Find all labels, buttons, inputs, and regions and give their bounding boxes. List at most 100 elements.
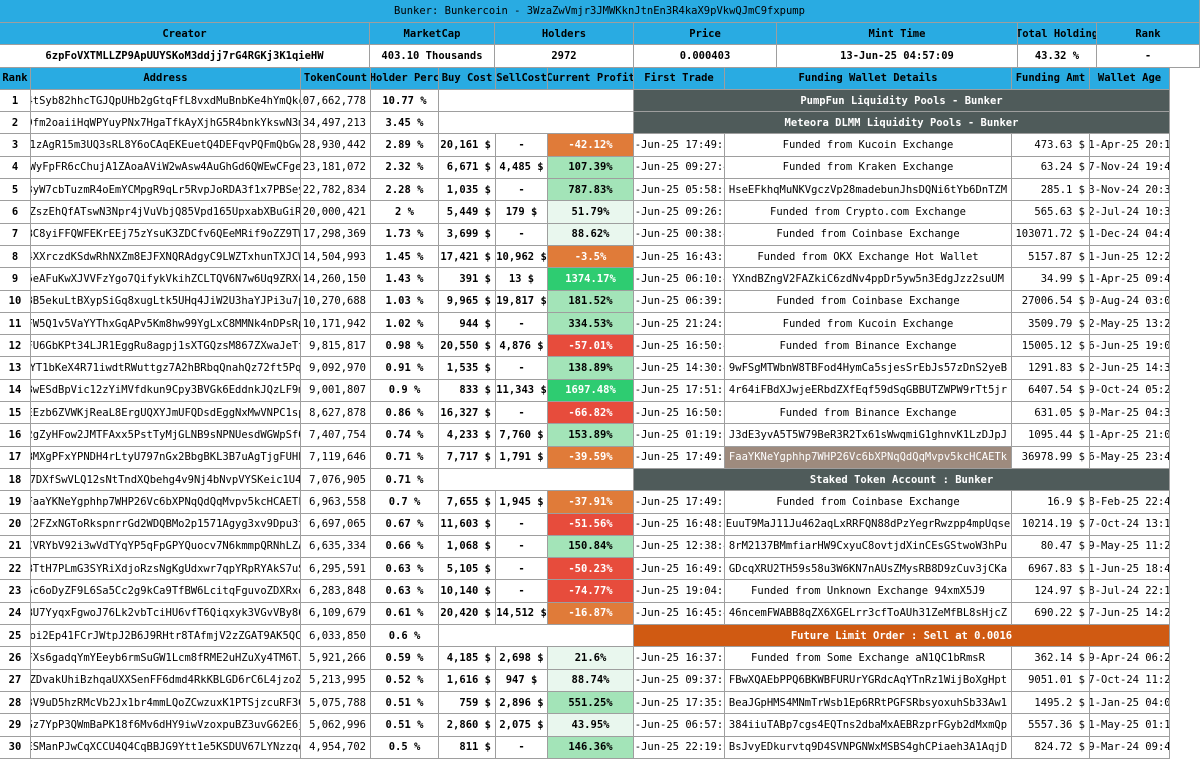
- table-row: 21 CVRYbV92i3wVdTYqYP5qFpGPYQuocv7N6kmmpQ…: [0, 535, 1200, 559]
- info-header-5: Total Holding: [1018, 23, 1097, 46]
- funding-amt-cell: 6967.83 $: [1012, 558, 1090, 581]
- column-header-1: Address: [31, 67, 301, 90]
- sell-cost-cell: -: [496, 580, 548, 603]
- rank-cell: 14: [0, 379, 31, 403]
- wallet-age-cell: 21-Dec-24 04:42: [1090, 223, 1170, 246]
- funding-wallet-cell: Funded from Coinbase Exchange: [725, 290, 1012, 313]
- funding-amt-cell: 124.97 $: [1012, 580, 1090, 603]
- current-profit-cell: -74.77%: [548, 580, 634, 603]
- funding-wallet-cell: 46ncemFWABB8qZX6XGELrr3cfToAUh31ZeMfBL8s…: [725, 602, 1012, 626]
- wallet-age-cell: 22-Jun-25 14:30: [1090, 357, 1170, 380]
- holder-perc-cell: 0.52 %: [371, 669, 439, 692]
- token-count-cell: 4,954,702: [301, 736, 371, 759]
- sell-cost-cell: 1,945 $: [496, 491, 548, 514]
- address-cell: FaaYKNeYgphhp7WHP26Vc6bXPNqQdQqMvpv5kcHC…: [31, 491, 301, 514]
- info-header-0: Creator: [0, 23, 370, 46]
- current-profit-cell: -16.87%: [548, 602, 634, 626]
- funding-amt-cell: 1095.44 $: [1012, 424, 1090, 447]
- funding-amt-cell: 27006.54 $: [1012, 290, 1090, 313]
- holder-perc-cell: 2 %: [371, 201, 439, 224]
- funding-wallet-cell: Funded from Kucoin Exchange: [725, 134, 1012, 157]
- rank-cell: 28: [0, 691, 31, 715]
- table-row: 27 ZDvakUhiBzhqaUXXSenFF6dmd4RkKBLGD6rC6L…: [0, 669, 1200, 692]
- buy-cost-cell: 20,161 $: [439, 134, 496, 157]
- table-row: 28 3V9uD5hzRMcVb2Jx1br4mmLQoZCwzuxK1PTSjz…: [0, 691, 1200, 715]
- first-trade-cell: 22-Jun-25 17:49:37: [634, 446, 725, 469]
- sell-cost-cell: 10,962 $: [496, 245, 548, 269]
- current-profit-cell: -57.01%: [548, 335, 634, 358]
- first-trade-cell: 13-Jun-25 06:10:48: [634, 268, 725, 291]
- first-trade-cell: 22-Jun-25 16:50:44: [634, 335, 725, 358]
- rank-cell: 9: [0, 268, 31, 291]
- address-cell: FXs6gadqYmYEeyb6rmSuGW1Lcm8fRME2uHZuXy4T…: [31, 647, 301, 670]
- rank-cell: 23: [0, 580, 31, 603]
- sell-cost-cell: 2,896 $: [496, 691, 548, 715]
- funding-wallet-cell: BsJvyEDkurvtq9D4SVNPGNWxMSBS4ghCPiaeh3A1…: [725, 736, 1012, 759]
- holder-perc-cell: 0.59 %: [371, 647, 439, 670]
- wallet-age-cell: 09-May-25 11:29: [1090, 535, 1170, 559]
- buy-cost-cell: 20,550 $: [439, 335, 496, 358]
- table-row: 24 BU7YyqxFgwoJ76Lk2vbTciHU6vfT6Qiqxyk3VG…: [0, 602, 1200, 626]
- table-row: 14 8wESdBpVic12zYiMVfdkun9Cpy3BVGk6EddnkJ…: [0, 379, 1200, 403]
- title-row: Bunker: Bunkercoin - 3WzaZwVmjr3JMWKknJt…: [0, 0, 1200, 23]
- rank-cell: 6: [0, 201, 31, 224]
- first-trade-cell: 13-Jun-25 06:39:39: [634, 290, 725, 313]
- buy-cost-cell: 5,105 $: [439, 558, 496, 581]
- address-cell: CYT1bKeX4R71iwdtRWuttgz7A2hBRbqQnahQz72f…: [31, 357, 301, 380]
- column-header-2: TokenCount: [301, 67, 371, 90]
- current-profit-cell: 181.52%: [548, 290, 634, 313]
- holder-perc-cell: 0.5 %: [371, 736, 439, 759]
- buy-cost-cell: 6,671 $: [439, 156, 496, 180]
- current-profit-cell: -37.91%: [548, 491, 634, 514]
- info-header-4: Mint Time: [777, 23, 1018, 46]
- rank-cell: 30: [0, 736, 31, 759]
- first-trade-cell: 20-Jun-25 17:51:57: [634, 379, 725, 403]
- column-header-3: Holder Perc: [371, 67, 439, 90]
- sell-cost-cell: -: [496, 223, 548, 246]
- current-profit-cell: 153.89%: [548, 424, 634, 447]
- token-count-cell: 6,697,065: [301, 513, 371, 536]
- sell-cost-cell: -: [496, 357, 548, 380]
- first-trade-cell: 22-Jun-25 16:49:38: [634, 558, 725, 581]
- info-value-4: 13-Jun-25 04:57:09: [777, 45, 1018, 68]
- token-count-cell: 14,504,993: [301, 245, 371, 269]
- sell-cost-cell: -: [496, 402, 548, 425]
- address-cell: 2gZyHFow2JMTFAxx5PstTyMjGLNB9sNPNUesdWGW…: [31, 424, 301, 447]
- info-header-6: Rank: [1097, 23, 1200, 46]
- current-profit-cell: 43.95%: [548, 714, 634, 737]
- empty-span-cell: [439, 468, 634, 492]
- holder-perc-cell: 0.6 %: [371, 625, 439, 648]
- rank-cell: 16: [0, 424, 31, 447]
- address-cell: 7DXfSwVLQ12sNtTndXQbehg4v9Nj4bNvpVYSKeic…: [31, 468, 301, 492]
- token-count-cell: 20,000,421: [301, 201, 371, 224]
- funding-amt-cell: 285.1 $: [1012, 179, 1090, 202]
- funding-wallet-cell: BeaJGpHMS4MNmTrWsb1Ep6RRtPGFSRbsyoxuhSb3…: [725, 691, 1012, 715]
- address-cell: 1zAgR15m3UQ3sRL8Y6oCAqEKEuetQ4DEFqvPQFmQ…: [31, 134, 301, 157]
- rank-cell: 12: [0, 335, 31, 358]
- first-trade-cell: 17-Jun-25 22:19:08: [634, 736, 725, 759]
- sell-cost-cell: 13 $: [496, 268, 548, 291]
- funding-amt-cell: 10214.19 $: [1012, 513, 1090, 536]
- address-cell: ZszEhQfATswN3Npr4jVuVbjQ85Vpd165UpxabXBu…: [31, 201, 301, 224]
- current-profit-cell: 1697.48%: [548, 379, 634, 403]
- buy-cost-cell: 833 $: [439, 379, 496, 403]
- current-profit-cell: 21.6%: [548, 647, 634, 670]
- holder-perc-cell: 0.7 %: [371, 491, 439, 514]
- buy-cost-cell: 5,449 $: [439, 201, 496, 224]
- funding-wallet-cell: 8rM2137BMmfiarHW9CxyuC8ovtjdXinCEsGStwoW…: [725, 535, 1012, 559]
- funding-amt-cell: 473.63 $: [1012, 134, 1090, 157]
- address-cell: ESManPJwCqXCCU4Q4CqBBJG9Ytt1e5KSDUV67LYN…: [31, 736, 301, 759]
- buy-cost-cell: 20,420 $: [439, 602, 496, 626]
- sell-cost-cell: -: [496, 535, 548, 559]
- funding-amt-cell: 5157.87 $: [1012, 245, 1090, 269]
- holder-perc-cell: 0.91 %: [371, 357, 439, 380]
- current-profit-cell: 334.53%: [548, 312, 634, 336]
- table-row: 23 6c6oDyZF9L6Sa5Cc2g9kCa9TfBW6LcitqFguvo…: [0, 580, 1200, 603]
- funding-wallet-cell: Funded from Binance Exchange: [725, 335, 1012, 358]
- token-count-cell: 6,635,334: [301, 535, 371, 559]
- address-cell: FW5Q1v5VaYYThxGqAPv5Km8hw99YgLxC8MMNk4nD…: [31, 312, 301, 336]
- address-cell: BMXgPFxYPNDH4rLtyU797nGx2BbgBKL3B7uAgTjg…: [31, 446, 301, 469]
- info-header-1: MarketCap: [370, 23, 495, 46]
- rank-cell: 11: [0, 312, 31, 336]
- holder-perc-cell: 10.77 %: [371, 89, 439, 113]
